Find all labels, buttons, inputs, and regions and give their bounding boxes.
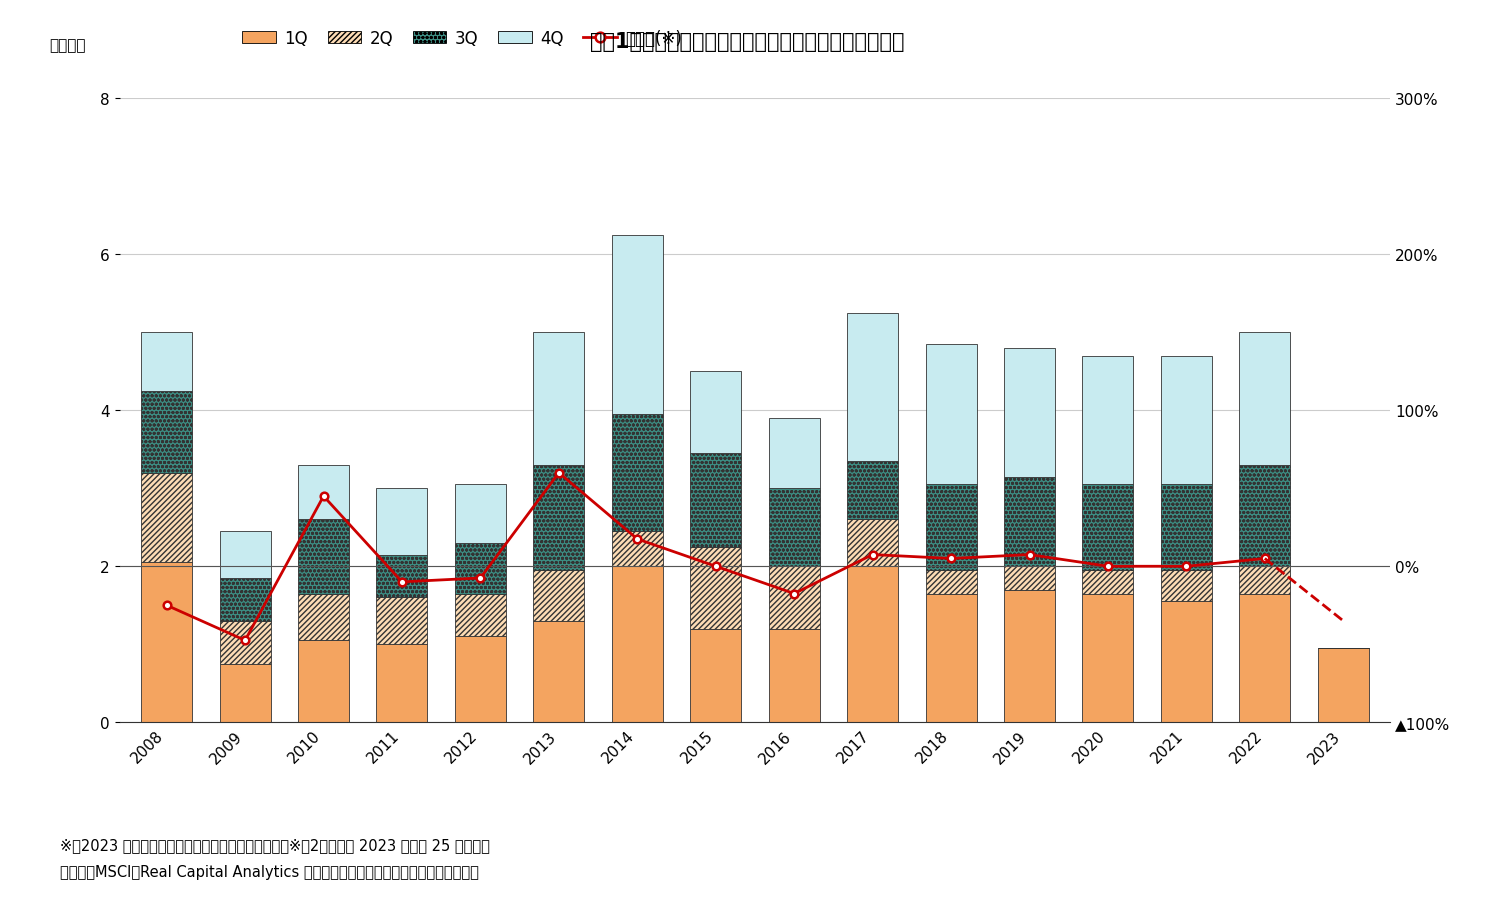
Bar bbox=[925, 345, 976, 485]
Bar bbox=[298, 465, 348, 520]
Text: （資料）MSCI　Real Capital Analytics の公表データからニッセイ基礎研究所が作成: （資料）MSCI Real Capital Analytics の公表データから… bbox=[60, 864, 478, 880]
Bar bbox=[1162, 601, 1212, 722]
Bar bbox=[925, 594, 976, 722]
Legend: 1Q, 2Q, 3Q, 4Q, 前年比(※): 1Q, 2Q, 3Q, 4Q, 前年比(※) bbox=[242, 30, 682, 48]
Bar bbox=[534, 333, 585, 465]
Bar bbox=[691, 453, 742, 547]
Bar bbox=[611, 567, 662, 722]
Bar bbox=[298, 594, 348, 640]
Bar bbox=[1005, 349, 1055, 477]
Bar bbox=[1005, 567, 1055, 590]
Bar bbox=[454, 637, 505, 722]
Bar bbox=[1082, 571, 1133, 594]
Bar bbox=[534, 465, 585, 571]
Bar bbox=[848, 461, 898, 520]
Bar bbox=[377, 489, 428, 555]
Bar bbox=[1082, 485, 1133, 571]
Bar bbox=[848, 313, 898, 461]
Bar bbox=[220, 664, 271, 722]
Bar bbox=[1005, 590, 1055, 722]
Bar bbox=[1162, 485, 1212, 571]
Bar bbox=[1239, 594, 1290, 722]
Bar bbox=[1317, 648, 1369, 722]
Bar bbox=[454, 485, 505, 544]
Bar bbox=[220, 532, 271, 578]
Bar bbox=[1162, 357, 1212, 485]
Bar bbox=[298, 640, 348, 722]
Bar bbox=[925, 571, 976, 594]
Bar bbox=[141, 333, 193, 391]
Bar bbox=[220, 621, 271, 664]
Bar bbox=[768, 567, 819, 628]
Bar bbox=[1082, 357, 1133, 485]
Bar bbox=[1162, 571, 1212, 601]
Bar bbox=[377, 555, 428, 598]
Bar bbox=[377, 598, 428, 645]
Bar bbox=[454, 544, 505, 594]
Bar bbox=[141, 391, 193, 473]
Bar bbox=[298, 520, 348, 594]
Bar bbox=[768, 489, 819, 567]
Text: （兆円）: （兆円） bbox=[49, 38, 85, 52]
Bar bbox=[691, 372, 742, 453]
Text: ※　2023 年の前年比については前年同期比で表示　※　2データは 2023 年５月 25 日に取得: ※ 2023 年の前年比については前年同期比で表示 ※ 2データは 2023 年… bbox=[60, 837, 490, 852]
Text: 図袆1　国内不動産の売買額（全体、四半期、前年比）: 図袆1 国内不動産の売買額（全体、四半期、前年比） bbox=[591, 32, 904, 51]
Bar bbox=[1239, 465, 1290, 567]
Bar bbox=[691, 547, 742, 628]
Bar bbox=[925, 485, 976, 571]
Bar bbox=[611, 532, 662, 567]
Bar bbox=[534, 621, 585, 722]
Bar bbox=[848, 567, 898, 722]
Bar bbox=[534, 571, 585, 621]
Bar bbox=[454, 594, 505, 637]
Bar bbox=[691, 628, 742, 722]
Bar bbox=[848, 520, 898, 567]
Bar bbox=[377, 645, 428, 722]
Bar bbox=[1082, 594, 1133, 722]
Bar bbox=[1005, 477, 1055, 567]
Bar bbox=[768, 628, 819, 722]
Bar bbox=[141, 473, 193, 563]
Bar bbox=[1239, 567, 1290, 594]
Bar bbox=[611, 414, 662, 532]
Bar bbox=[220, 578, 271, 621]
Bar bbox=[768, 419, 819, 489]
Bar bbox=[1239, 333, 1290, 465]
Bar bbox=[611, 236, 662, 414]
Bar bbox=[141, 563, 193, 722]
